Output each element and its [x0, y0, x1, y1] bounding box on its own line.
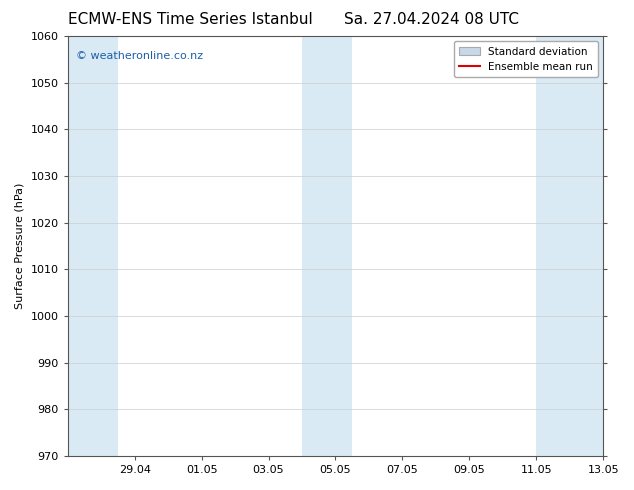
Text: Sa. 27.04.2024 08 UTC: Sa. 27.04.2024 08 UTC [344, 12, 519, 27]
Text: © weatheronline.co.nz: © weatheronline.co.nz [75, 51, 203, 61]
Y-axis label: Surface Pressure (hPa): Surface Pressure (hPa) [15, 183, 25, 309]
Bar [68, 36, 118, 456]
Text: ECMW-ENS Time Series Istanbul: ECMW-ENS Time Series Istanbul [68, 12, 313, 27]
Bar [302, 36, 352, 456]
Bar [536, 36, 603, 456]
Legend: Standard deviation, Ensemble mean run: Standard deviation, Ensemble mean run [454, 41, 598, 77]
